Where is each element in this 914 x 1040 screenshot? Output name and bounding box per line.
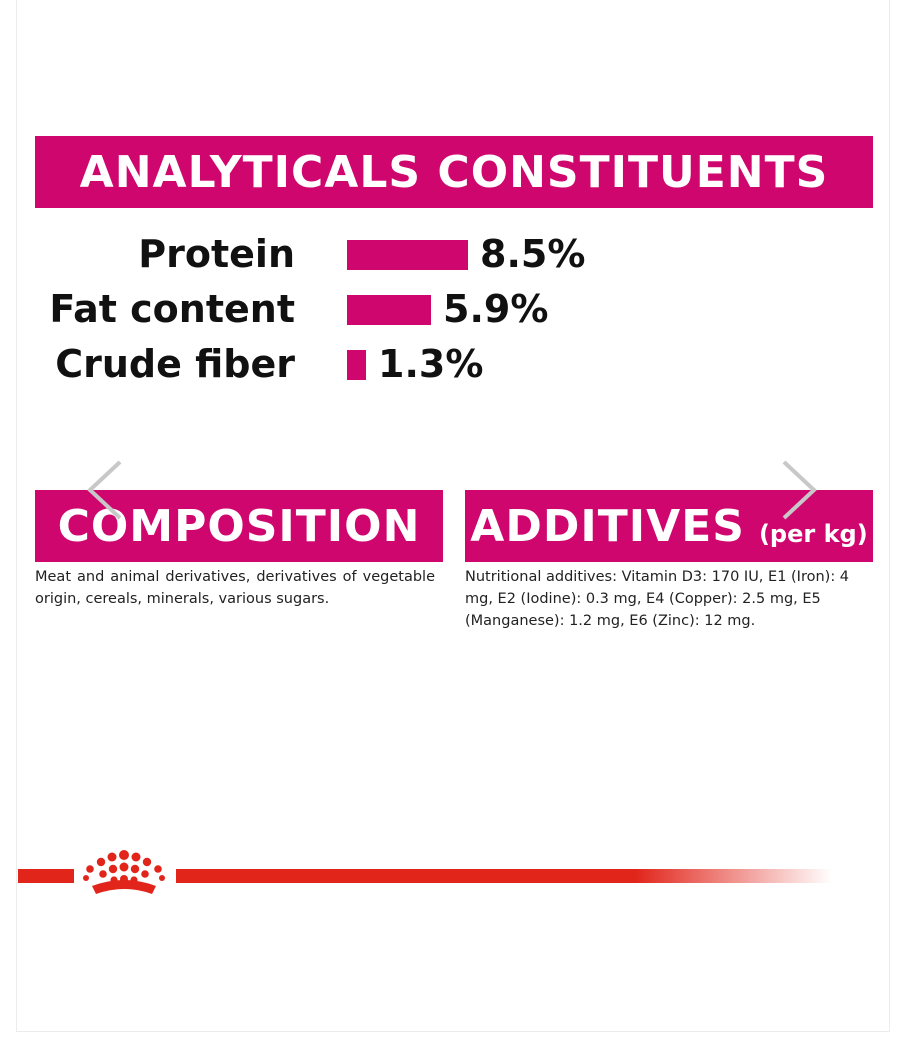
nutrient-value: 1.3%: [378, 342, 484, 386]
brand-line-left: [18, 869, 74, 883]
nutrient-bar: [347, 295, 431, 325]
brand-line-right: [176, 869, 832, 883]
additives-title: ADDITIVES: [470, 500, 745, 552]
carousel-prev-button[interactable]: [84, 458, 124, 522]
additives-text: Nutritional additives: Vitamin D3: 170 I…: [465, 569, 850, 629]
chevron-right-icon: [782, 460, 817, 520]
nutrient-label: Protein: [138, 232, 295, 276]
carousel-next-button[interactable]: [780, 458, 820, 522]
additives-title-suffix: (per kg): [758, 520, 868, 548]
nutrient-row: Crude fiber 1.3%: [0, 339, 900, 389]
nutrient-row: Protein 8.5%: [0, 229, 900, 279]
additives-title-banner: ADDITIVES (per kg): [465, 490, 873, 562]
analytics-title: ANALYTICALS CONSTITUENTS: [79, 146, 829, 198]
nutrient-value: 8.5%: [480, 232, 586, 276]
nutrient-label: Fat content: [49, 287, 295, 331]
composition-title-banner: COMPOSITION: [35, 490, 443, 562]
nutrient-bar: [347, 240, 468, 270]
nutrient-label: Crude fiber: [55, 342, 295, 386]
composition-title: COMPOSITION: [57, 500, 421, 552]
nutrient-row: Fat content 5.9%: [0, 284, 900, 334]
nutrient-bar: [347, 350, 366, 380]
composition-text: Meat and animal derivatives, derivatives…: [35, 569, 435, 607]
nutrient-value: 5.9%: [443, 287, 549, 331]
royal-canin-crown-logo: [83, 850, 165, 894]
analytics-title-banner: ANALYTICALS CONSTITUENTS: [35, 136, 873, 208]
chevron-left-icon: [87, 460, 122, 520]
